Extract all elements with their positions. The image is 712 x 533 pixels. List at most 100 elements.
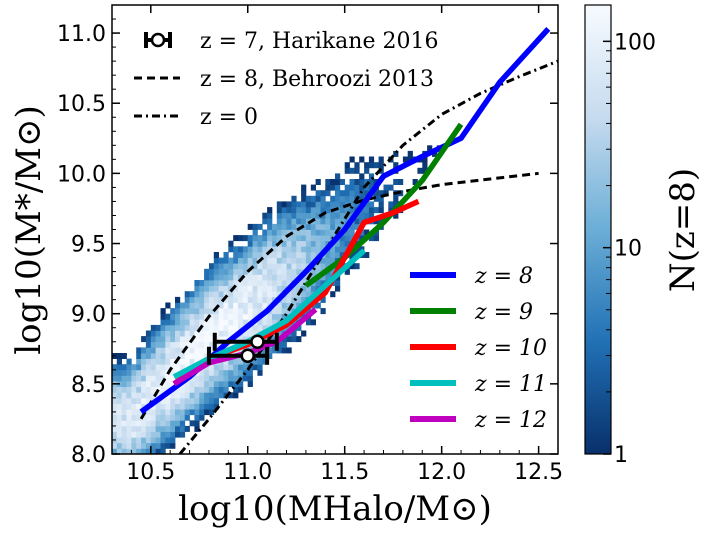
heatmap-cell [320,235,326,242]
heatmap-cell [199,347,205,354]
heatmap-cell [131,437,137,444]
heatmap-cell [175,403,181,410]
heatmap-cell [179,364,186,371]
heatmap-cell [145,431,152,438]
heatmap-cell [141,437,147,444]
heatmap-cell [160,330,166,337]
heatmap-cell [218,313,224,320]
heatmap-cell [276,330,282,337]
heatmap-cell [320,274,326,281]
heatmap-cell [330,291,336,298]
heatmap-cell [335,285,341,292]
heatmap-cell [175,431,181,438]
heatmap-cell [305,195,312,202]
heatmap-cell [145,414,152,421]
heatmap-cell [378,156,384,163]
heatmap-cell [223,252,229,258]
legend-bottom-right: z = 8 z = 9 z = 10 z = 11 z = 12 [410,264,547,433]
heatmap-cell [252,235,258,242]
heatmap-cell [165,375,171,382]
heatmap-cell [194,375,200,382]
heatmap-cell [242,268,249,275]
heatmap-cell [223,308,229,315]
heatmap-cell [131,369,137,376]
heatmap-cell [136,347,142,354]
heatmap-cell [339,179,345,185]
heatmap-cell [145,420,152,427]
heatmap-cell [194,330,200,337]
heatmap-cell [175,397,181,404]
heatmap-cell [145,353,152,359]
heatmap-cell [165,302,171,309]
legend-top-left: z = 7, Harikane 2016 z = 8, Behroozi 2013… [134,29,438,130]
heatmap-cell [150,420,156,427]
heatmap-cell [238,291,244,298]
heatmap-cell [252,223,258,230]
x-tick-label: 11.0 [223,460,272,485]
heatmap-cell [301,246,307,253]
heatmap-cell [310,268,316,275]
heatmap-cell [175,330,181,337]
heatmap-cell [257,246,263,253]
heatmap-cell [252,330,258,337]
heatmap-cell [145,386,152,393]
heatmap-cell [204,341,210,348]
heatmap-cell [247,263,253,270]
heatmap-cell [349,229,355,236]
heatmap-cell [247,369,253,376]
heatmap-cell [228,274,234,281]
heatmap-cell [184,403,190,410]
heatmap-cell [310,201,316,208]
heatmap-cell [242,235,249,242]
heatmap-cell [247,375,253,382]
heatmap-cell [296,285,302,292]
heatmap-cell [247,302,253,309]
heatmap-cell [286,347,292,354]
heatmap-cell [315,229,321,236]
heatmap-cell [218,319,224,326]
heatmap-cell [136,397,142,404]
heatmap-cell [281,263,287,270]
heatmap-cell [262,235,268,242]
heatmap-cell [179,336,186,343]
heatmap-cell [305,246,312,253]
heatmap-cell [276,263,282,270]
heatmap-cell [301,263,307,270]
heatmap-cell [339,195,345,202]
heatmap-cell [160,409,166,416]
heatmap-cell [286,274,292,281]
heatmap-cell [175,313,181,320]
heatmap-cell [281,201,287,208]
heatmap-cell [160,397,166,404]
heatmap-cell [165,347,171,354]
heatmap-cell [242,252,249,258]
heatmap-cell [330,218,336,225]
heatmap-cell [155,442,161,449]
heatmap-cell [349,207,355,214]
heatmap-cell [223,280,229,286]
heatmap-cell [252,268,258,275]
heatmap-cell [320,296,326,303]
heatmap-cell [233,252,239,258]
heatmap-cell [422,162,428,169]
heatmap-cell [354,184,360,191]
heatmap-cell [228,369,234,376]
heatmap-cell [184,302,190,309]
heatmap-cell [112,448,118,454]
heatmap-cell [247,285,253,292]
heatmap-cell [267,263,273,270]
heatmap-cell [155,431,161,438]
heatmap-cell [291,252,297,258]
heatmap-cell [310,207,316,214]
heatmap-cell [315,201,321,208]
colorbar-tick-label: 10 [614,237,642,262]
heatmap-cell [126,431,132,438]
heatmap-cell [189,291,195,298]
heatmap-cell [247,268,253,275]
heatmap-cell [155,330,161,337]
heatmap-cell [150,324,156,331]
heatmap-cell [291,285,297,292]
heatmap-cell [116,364,122,371]
heatmap-cell [252,291,258,298]
